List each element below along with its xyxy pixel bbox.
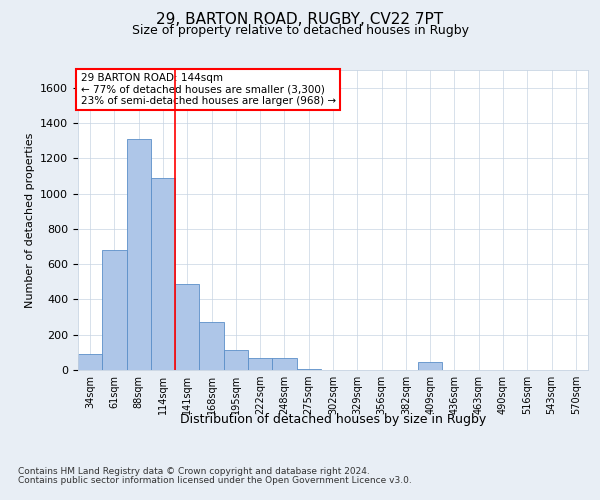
Bar [248, 358, 272, 370]
Text: Contains HM Land Registry data © Crown copyright and database right 2024.: Contains HM Land Registry data © Crown c… [18, 468, 370, 476]
Bar [296, 369, 321, 370]
Text: Contains public sector information licensed under the Open Government Licence v3: Contains public sector information licen… [18, 476, 412, 485]
Y-axis label: Number of detached properties: Number of detached properties [25, 132, 35, 308]
Bar [272, 358, 296, 370]
Bar [224, 350, 248, 370]
Bar [78, 354, 102, 370]
Text: 29, BARTON ROAD, RUGBY, CV22 7PT: 29, BARTON ROAD, RUGBY, CV22 7PT [157, 12, 443, 28]
Bar [175, 284, 199, 370]
Bar [102, 250, 127, 370]
Text: Distribution of detached houses by size in Rugby: Distribution of detached houses by size … [180, 412, 486, 426]
Text: 29 BARTON ROAD: 144sqm
← 77% of detached houses are smaller (3,300)
23% of semi-: 29 BARTON ROAD: 144sqm ← 77% of detached… [80, 73, 335, 106]
Text: Size of property relative to detached houses in Rugby: Size of property relative to detached ho… [131, 24, 469, 37]
Bar [151, 178, 175, 370]
Bar [418, 362, 442, 370]
Bar [127, 139, 151, 370]
Bar [199, 322, 224, 370]
